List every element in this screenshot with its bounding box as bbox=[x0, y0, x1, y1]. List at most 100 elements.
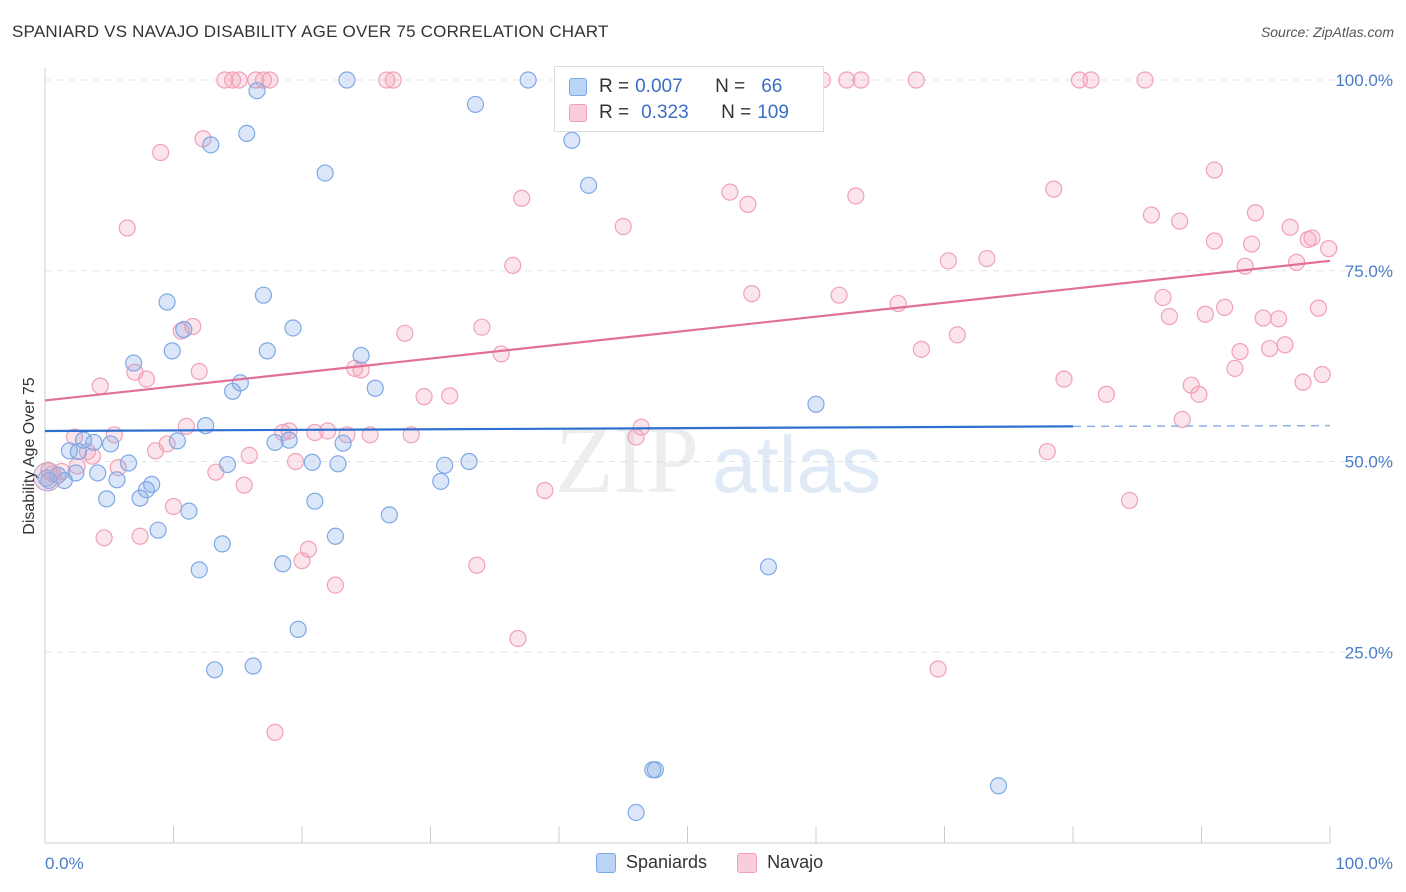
navajo-point bbox=[224, 71, 242, 89]
navajo-point bbox=[352, 361, 370, 379]
spaniard-point bbox=[254, 286, 273, 304]
spaniard-point bbox=[258, 342, 276, 360]
navajo-point bbox=[338, 426, 356, 444]
legend-n-value: 66 bbox=[761, 76, 783, 97]
spaniard-point bbox=[248, 82, 266, 100]
axes bbox=[44, 68, 1331, 844]
navajo-point bbox=[907, 71, 925, 89]
legend-item-navajo: Navajo bbox=[737, 852, 823, 873]
spaniard-point bbox=[60, 442, 79, 460]
navajo-point bbox=[261, 71, 279, 89]
navajo-point bbox=[1055, 370, 1073, 388]
spaniard-point bbox=[759, 558, 778, 576]
x-tick-label: 0.0% bbox=[45, 854, 84, 873]
spaniard-point bbox=[89, 464, 107, 482]
legend-row-navajo: R = 0.323 N = 109 bbox=[569, 101, 789, 125]
navajo-trend-line bbox=[44, 259, 1331, 402]
navajo-point bbox=[91, 377, 109, 395]
source-credit: Source: ZipAtlas.com bbox=[1260, 24, 1394, 40]
spaniard-point bbox=[244, 657, 262, 675]
navajo-point bbox=[286, 452, 305, 471]
navajo-point bbox=[1160, 307, 1178, 326]
legend-n-label: N = bbox=[721, 102, 752, 123]
spaniard-point bbox=[213, 535, 231, 553]
spaniard-point bbox=[149, 521, 167, 539]
navajo-point bbox=[1171, 212, 1189, 230]
navajo-point bbox=[978, 249, 996, 268]
spaniard-point bbox=[218, 455, 237, 474]
navajo-point bbox=[319, 422, 337, 440]
navajo-point bbox=[68, 457, 86, 475]
navajo-point bbox=[948, 326, 966, 344]
chart-title: SPANIARD VS NAVAJO DISABILITY AGE OVER 7… bbox=[12, 22, 609, 41]
spaniard-trend-extension bbox=[1072, 424, 1331, 428]
grid-lines bbox=[45, 79, 1394, 653]
spaniard-point bbox=[460, 452, 478, 471]
navajo-point bbox=[1236, 257, 1254, 275]
watermark-atlas: atlas bbox=[712, 420, 881, 509]
navajo-point bbox=[326, 576, 345, 594]
navajo-point bbox=[1287, 253, 1306, 271]
spaniard-point bbox=[143, 475, 161, 493]
spaniard-point bbox=[274, 555, 292, 573]
navajo-point bbox=[847, 187, 865, 205]
navajo-point bbox=[1082, 71, 1100, 89]
watermark-zip: ZIP bbox=[555, 406, 699, 513]
navajo-point bbox=[1294, 373, 1312, 391]
tick-labels: 25.0% 50.0% 75.0% 100.0% 0.0% 100.0% bbox=[45, 71, 1393, 873]
navajo-point bbox=[912, 340, 930, 358]
spaniard-point bbox=[366, 379, 384, 397]
spaniard-point bbox=[74, 431, 93, 449]
legend-r-value: 0.323 bbox=[641, 102, 689, 123]
legend-item-spaniards: Spaniards bbox=[596, 852, 707, 873]
navajo-point bbox=[1309, 299, 1328, 317]
navajo-point bbox=[361, 426, 379, 444]
stats-legend: R = 0.007 N = 66 R = 0.323 N = 109 bbox=[554, 66, 824, 132]
spaniard-point bbox=[519, 71, 537, 89]
spaniard-point bbox=[266, 433, 284, 452]
navajo-point bbox=[1142, 206, 1160, 224]
spaniard-point bbox=[231, 374, 249, 392]
legend-n-value: 109 bbox=[757, 102, 789, 123]
navajo-point bbox=[131, 527, 149, 545]
navajo-point bbox=[830, 286, 848, 304]
navajo-point bbox=[152, 143, 170, 162]
legend-n-label: N = bbox=[715, 76, 746, 97]
navajo-point bbox=[1038, 442, 1056, 461]
navajo-point bbox=[396, 324, 414, 342]
spaniard-point bbox=[163, 342, 181, 360]
navajo-point bbox=[109, 459, 127, 477]
navajo-point bbox=[536, 481, 554, 500]
spaniard-point bbox=[202, 136, 220, 154]
spaniard-point bbox=[98, 490, 116, 508]
spaniard-point bbox=[306, 492, 324, 510]
spaniard-point bbox=[125, 354, 143, 372]
spaniard-point bbox=[338, 71, 356, 89]
navajo-point bbox=[1243, 235, 1261, 253]
navajo-point bbox=[306, 423, 324, 442]
navajo-point bbox=[402, 426, 420, 444]
navajo-point bbox=[1205, 232, 1223, 250]
navajo-point bbox=[513, 189, 531, 207]
navajo-point bbox=[1281, 218, 1299, 236]
navajo-point bbox=[1261, 339, 1279, 358]
spaniard-point bbox=[436, 456, 454, 474]
spaniard-point bbox=[326, 527, 345, 545]
spaniard-point bbox=[334, 434, 352, 452]
spaniard-point bbox=[108, 471, 126, 489]
navajo-point bbox=[929, 660, 947, 678]
spaniard-point bbox=[284, 319, 302, 337]
spaniard-point bbox=[466, 95, 485, 114]
navajo-point bbox=[852, 71, 870, 89]
navajo-point bbox=[504, 256, 522, 275]
spaniard-point bbox=[175, 320, 193, 339]
navajo-point bbox=[1226, 359, 1244, 378]
navajo-point bbox=[1097, 385, 1116, 403]
navajo-point bbox=[1269, 310, 1288, 328]
navajo-point bbox=[1254, 309, 1272, 327]
series-legend: Spaniards Navajo bbox=[596, 852, 853, 873]
y-tick-label: 75.0% bbox=[1345, 262, 1393, 281]
navajo-point bbox=[190, 362, 208, 381]
navajo-point bbox=[1190, 385, 1208, 403]
